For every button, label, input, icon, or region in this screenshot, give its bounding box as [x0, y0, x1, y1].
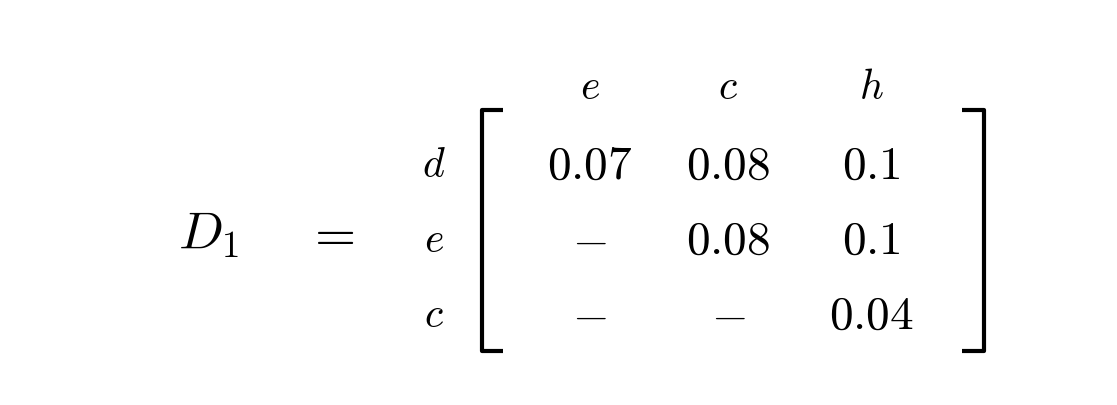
Text: $e$: $e$	[580, 70, 600, 108]
Text: $e$: $e$	[424, 223, 443, 260]
Text: $=$: $=$	[305, 211, 355, 260]
Text: $D_1$: $D_1$	[179, 211, 239, 261]
Text: $-$: $-$	[572, 221, 608, 263]
Text: $0.08$: $0.08$	[686, 146, 771, 188]
Text: $d$: $d$	[422, 149, 446, 186]
Text: $c$: $c$	[718, 70, 738, 108]
Text: $0.1$: $0.1$	[842, 146, 900, 188]
Text: $c$: $c$	[424, 298, 443, 335]
Text: $-$: $-$	[710, 296, 746, 338]
Text: $0.1$: $0.1$	[842, 221, 900, 263]
Text: $h$: $h$	[859, 70, 884, 108]
Text: $0.08$: $0.08$	[686, 221, 771, 263]
Text: $0.04$: $0.04$	[829, 296, 914, 338]
Text: $0.07$: $0.07$	[547, 146, 632, 188]
Text: $-$: $-$	[572, 296, 608, 338]
